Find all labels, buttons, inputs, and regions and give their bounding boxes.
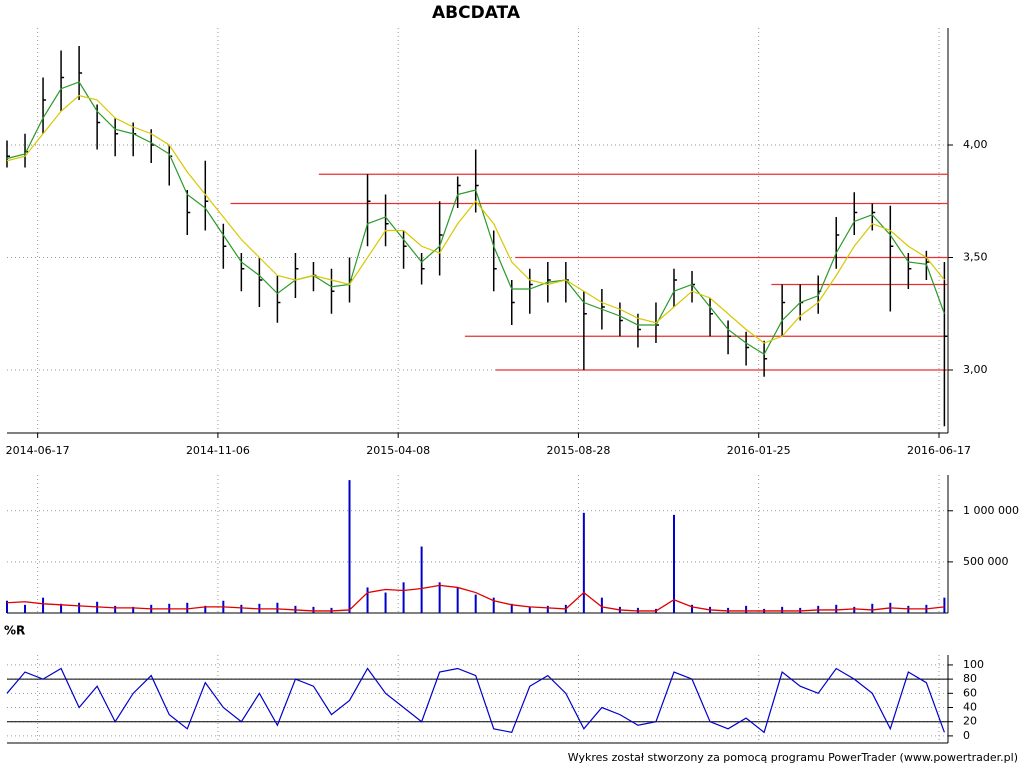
volume-bar xyxy=(943,597,946,613)
volume-bar xyxy=(186,602,189,613)
indicator-line xyxy=(6,667,945,734)
volume-bar xyxy=(510,603,513,613)
volume-bar xyxy=(42,597,45,613)
volume-bar xyxy=(402,582,405,613)
volume-bar xyxy=(348,480,351,613)
y-tick-label: 20 xyxy=(963,715,977,728)
volume-bar xyxy=(781,606,784,613)
volume-bar xyxy=(672,514,675,613)
chart-title: ABCDATA xyxy=(432,3,521,23)
y-tick-label: 80 xyxy=(963,672,977,685)
x-tick-label: 2014-11-06 xyxy=(186,444,250,457)
volume-bar xyxy=(78,602,81,613)
volume-bar xyxy=(240,604,243,613)
volume-bar xyxy=(600,597,603,613)
x-tick-label: 2015-04-08 xyxy=(366,444,430,457)
volume-bar xyxy=(745,605,748,613)
y-tick-label: 40 xyxy=(963,701,977,714)
x-tick-label: 2016-06-17 xyxy=(907,444,971,457)
volume-bar xyxy=(456,587,459,613)
volume-bar xyxy=(366,587,369,613)
y-tick-label: 4,00 xyxy=(963,138,988,151)
volume-bar xyxy=(420,546,423,613)
y-tick-label: 0 xyxy=(963,729,970,742)
volume-bar xyxy=(6,600,8,613)
volume-bar xyxy=(691,604,694,613)
volume-bar xyxy=(474,594,477,613)
x-tick-label: 2016-01-25 xyxy=(727,444,791,457)
y-tick-label: 1 000 000 xyxy=(963,504,1019,517)
volume-bar xyxy=(528,606,531,613)
volume-bar xyxy=(384,592,387,613)
volume-bar xyxy=(132,606,135,613)
panel-title: %R xyxy=(4,624,25,638)
volume-bar xyxy=(853,606,856,613)
y-tick-label: 100 xyxy=(963,658,984,671)
y-tick-label: 3,50 xyxy=(963,251,988,264)
moving-average xyxy=(6,94,945,344)
volume-average xyxy=(6,584,945,612)
volume-bar xyxy=(871,603,874,613)
volume-bar xyxy=(24,604,27,613)
volume-bar xyxy=(582,512,585,613)
volume-bar xyxy=(835,604,838,613)
volume-bar xyxy=(114,605,117,613)
y-tick-label: 500 000 xyxy=(963,555,1009,568)
y-tick-label: 60 xyxy=(963,686,977,699)
moving-average xyxy=(6,81,945,356)
volume-bar xyxy=(204,605,207,613)
x-tick-label: 2014-06-17 xyxy=(6,444,70,457)
volume-bar xyxy=(438,582,441,613)
y-tick-label: 3,00 xyxy=(963,363,988,376)
volume-bar xyxy=(276,602,279,613)
footer: Wykres został stworzony za pomocą progra… xyxy=(568,751,1018,764)
volume-bar xyxy=(312,606,315,613)
volume-bar xyxy=(492,597,495,613)
volume-bar xyxy=(546,605,549,613)
volume-bar xyxy=(60,603,63,613)
x-tick-label: 2015-08-28 xyxy=(546,444,610,457)
